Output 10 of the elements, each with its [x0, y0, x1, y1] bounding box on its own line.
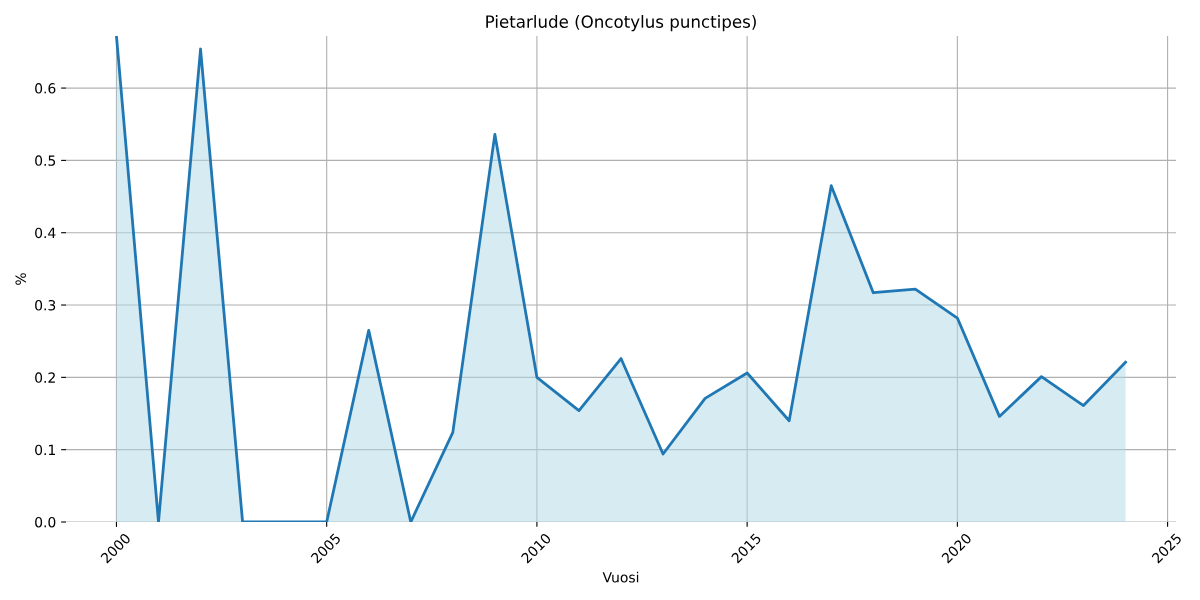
y-tick-label: 0.5 [35, 155, 56, 166]
y-tick-label: 0.4 [35, 227, 56, 239]
y-tick-label: 0.6 [35, 83, 56, 94]
y-tick-label: 0.1 [35, 444, 55, 456]
y-axis-title: % [15, 273, 26, 285]
y-tick-label: 0.0 [35, 516, 56, 528]
chart-title: Pietarlude (Oncotylus punctipes) [486, 15, 756, 32]
x-axis-title: Vuosi [602, 571, 639, 583]
y-tick-label: 0.2 [35, 372, 55, 383]
y-tick-label: 0.3 [35, 300, 56, 311]
